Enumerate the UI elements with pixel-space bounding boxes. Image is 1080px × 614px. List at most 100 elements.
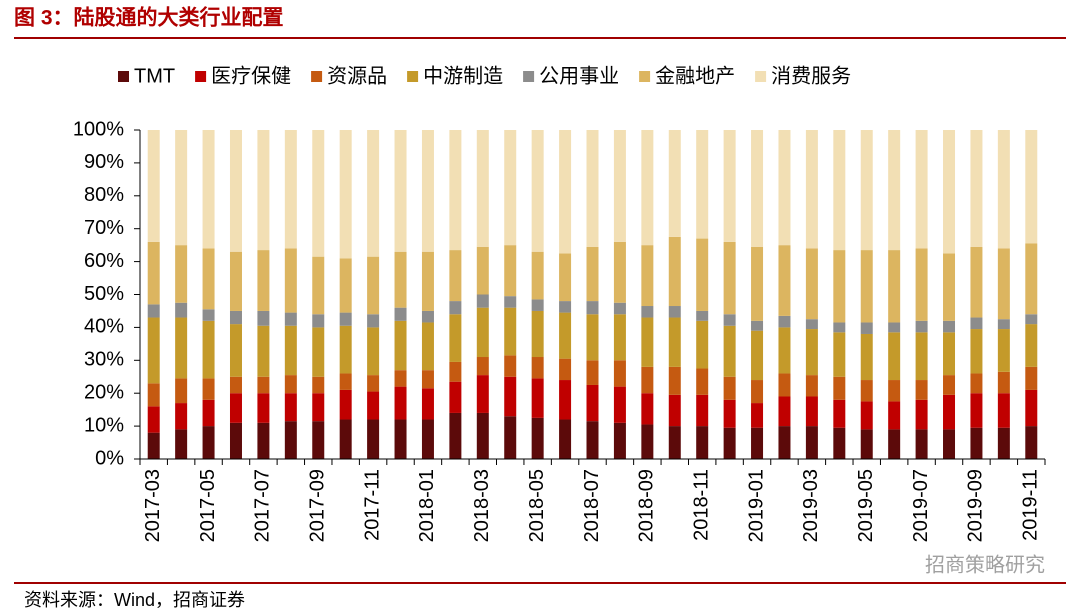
bar-segment: [586, 384, 599, 422]
bar-segment: [751, 246, 764, 321]
bar-segment: [805, 426, 818, 459]
bar-segment: [805, 130, 818, 249]
bar-segment: [888, 130, 901, 251]
bar-segment: [997, 329, 1010, 372]
bar-segment: [476, 375, 489, 413]
bar-segment: [915, 399, 928, 430]
x-tick-label: 2019-11: [1020, 469, 1042, 541]
bar-segment: [394, 251, 407, 308]
bar-segment: [696, 394, 709, 427]
bar-segment: [367, 256, 380, 315]
bar-segment: [641, 366, 654, 394]
bar-segment: [668, 130, 681, 237]
legend-label: 资源品: [327, 64, 387, 87]
bar-segment: [257, 250, 270, 311]
bar-segment: [997, 248, 1010, 320]
bar-segment: [284, 375, 297, 394]
bar-segment: [339, 130, 352, 259]
bar-segment: [586, 301, 599, 315]
bar-segment: [668, 236, 681, 307]
bar-segment: [943, 394, 956, 430]
bar-segment: [449, 361, 462, 382]
bar-segment: [833, 399, 846, 428]
bar-segment: [833, 322, 846, 333]
bar-segment: [833, 427, 846, 459]
bar-segment: [1025, 314, 1038, 325]
bar-segment: [339, 389, 352, 420]
bar-segment: [175, 302, 188, 318]
bar-segment: [586, 360, 599, 385]
bar-segment: [202, 399, 215, 427]
bar-segment: [175, 130, 188, 246]
bar-segment: [997, 427, 1010, 459]
x-tick-label: 2018-11: [690, 469, 712, 541]
source: 资料来源：Wind，招商证券: [24, 590, 245, 610]
bar-segment: [641, 306, 654, 318]
bar-segment: [175, 245, 188, 303]
bar-segment: [915, 332, 928, 381]
bar-segment: [778, 245, 791, 316]
bar-segment: [860, 429, 873, 459]
bar-segment: [860, 333, 873, 381]
y-tick-label: 80%: [84, 184, 124, 206]
bar-segment: [1025, 389, 1038, 427]
bar-segment: [367, 314, 380, 328]
bar-segment: [696, 130, 709, 239]
bar-segment: [559, 312, 572, 359]
legend-swatch: [407, 71, 419, 82]
bar-segment: [229, 251, 242, 311]
bar-segment: [997, 130, 1010, 249]
bar-segment: [970, 317, 983, 330]
bar-segment: [970, 329, 983, 374]
bar-segment: [394, 419, 407, 459]
y-tick-label: 60%: [84, 250, 124, 272]
bar-segment: [531, 310, 544, 358]
bar-segment: [175, 317, 188, 379]
bar-segment: [449, 412, 462, 459]
bar-segment: [833, 376, 846, 400]
bar-segment: [860, 130, 873, 251]
bar-segment: [805, 375, 818, 397]
bar-segment: [421, 419, 434, 459]
y-tick-label: 30%: [84, 349, 124, 371]
bar-segment: [367, 130, 380, 257]
bar-segment: [943, 253, 956, 321]
x-tick-label: 2018-05: [526, 469, 548, 542]
bar-segment: [668, 426, 681, 459]
bar-segment: [641, 424, 654, 459]
bar-segment: [668, 394, 681, 427]
bar-segment: [257, 325, 270, 377]
bar-segment: [202, 309, 215, 321]
bar-segment: [1025, 130, 1038, 244]
bar-segment: [888, 380, 901, 402]
bar-segment: [339, 373, 352, 390]
bar-segment: [449, 301, 462, 315]
bar-segment: [504, 355, 517, 377]
bar-segment: [559, 253, 572, 302]
y-tick-label: 40%: [84, 316, 124, 338]
bar-segment: [997, 393, 1010, 428]
x-tick-label: 2018-03: [471, 469, 493, 542]
bar-segment: [613, 241, 626, 303]
legend-label: 公用事业: [539, 64, 619, 87]
bar-segment: [668, 366, 681, 395]
bar-segment: [723, 427, 736, 459]
bar-segment: [1025, 243, 1038, 315]
bar-segment: [229, 376, 242, 394]
bar-segment: [531, 417, 544, 459]
bar-segment: [202, 320, 215, 379]
bar-segment: [504, 307, 517, 356]
bar-segment: [943, 375, 956, 395]
bar-segment: [860, 401, 873, 430]
bar-segment: [586, 421, 599, 459]
bar-segment: [476, 246, 489, 295]
bar-segment: [723, 130, 736, 242]
bar-segment: [723, 314, 736, 326]
bar-segment: [476, 130, 489, 247]
x-tick-label: 2019-03: [800, 469, 822, 542]
bar-segment: [559, 358, 572, 381]
bar-segment: [339, 312, 352, 326]
bar-segment: [778, 130, 791, 246]
bar-segment: [421, 370, 434, 389]
